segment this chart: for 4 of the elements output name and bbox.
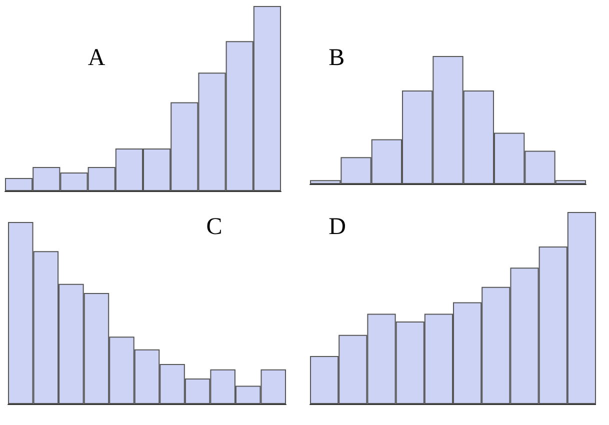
chart-title: D [328, 214, 346, 240]
chart-title: B [328, 45, 345, 72]
text: A [88, 45, 106, 72]
chart-title: C [206, 214, 222, 240]
